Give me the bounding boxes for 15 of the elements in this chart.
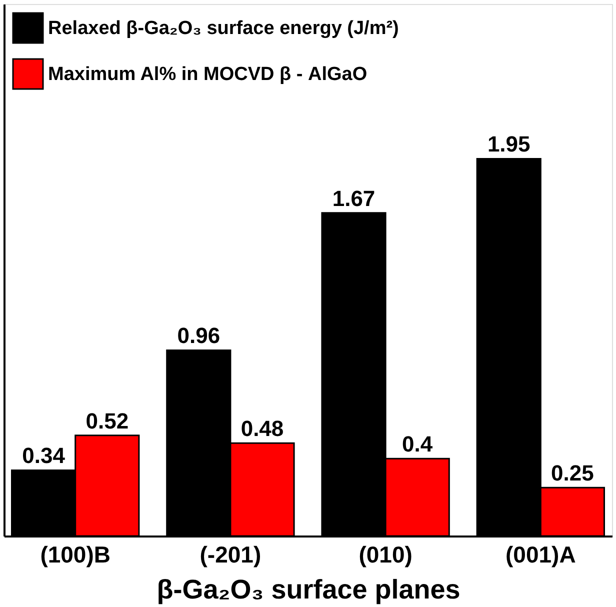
x-tick-label: (010)	[358, 542, 412, 568]
data-label: 0.25	[551, 460, 594, 486]
x-tick-label: (001)A	[505, 542, 576, 568]
data-label: 0.48	[240, 416, 284, 442]
x-tick-label: (-201)	[200, 542, 262, 568]
data-label: 0.52	[86, 408, 129, 434]
data-label: 1.67	[332, 186, 376, 211]
data-label: 1.95	[487, 132, 530, 157]
data-label: 0.96	[177, 323, 220, 348]
data-label: 0.4	[402, 432, 434, 457]
legend-label: Maximum Al% in MOCVD β - AlGaO	[48, 64, 368, 85]
x-axis-title: β-Ga₂O₃ surface planes	[156, 574, 460, 604]
data-label: 0.34	[22, 443, 66, 468]
legend-label: Relaxed β-Ga₂O₃ surface energy (J/m²)	[48, 18, 399, 39]
x-tick-label: (100)B	[40, 542, 111, 568]
